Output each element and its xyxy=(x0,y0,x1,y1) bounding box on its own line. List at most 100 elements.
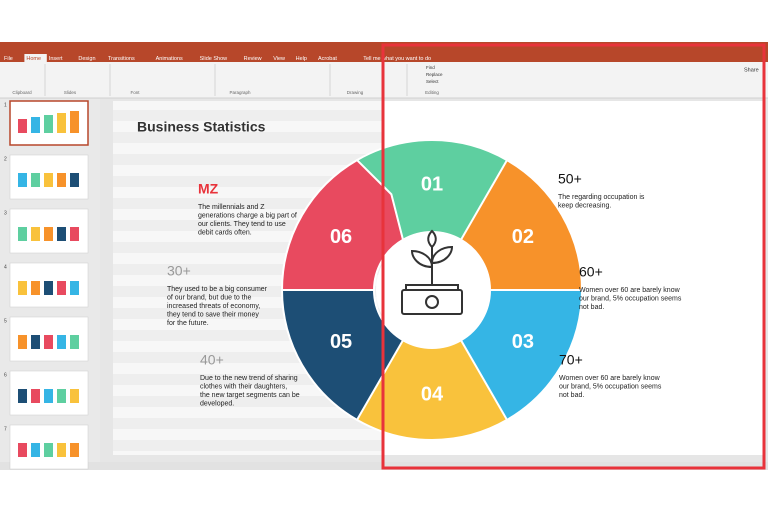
stat-description: our brand, 5% occupation seems xyxy=(559,383,662,390)
thumbnail-graphic xyxy=(70,227,79,241)
thumbnail-graphic xyxy=(70,281,79,295)
ribbon-tab[interactable]: File xyxy=(4,56,13,62)
thumbnail-graphic xyxy=(44,173,53,187)
ribbon-group-label: Slides xyxy=(64,90,77,95)
thumbnail-graphic xyxy=(18,119,27,133)
highlight-box xyxy=(381,43,766,470)
slide-number: 5 xyxy=(4,318,7,324)
stat-description: they tend to save their money xyxy=(167,311,259,318)
thumbnail-graphic xyxy=(57,173,66,187)
slide-number: 4 xyxy=(4,264,7,270)
thumbnail-graphic xyxy=(18,227,27,241)
thumbnail-graphic xyxy=(44,389,53,403)
stat-description: clothes with their daughters, xyxy=(200,383,287,390)
editing-command[interactable]: Replace xyxy=(426,72,443,77)
editing-command[interactable]: Select xyxy=(426,79,439,84)
ribbon-group-label: Font xyxy=(130,90,140,95)
stat-heading: MZ xyxy=(198,181,219,197)
thumbnail-graphic xyxy=(44,443,53,457)
thumbnail-graphic xyxy=(70,443,79,457)
stat-description: not bad. xyxy=(559,392,584,399)
thumbnail-graphic xyxy=(18,335,27,349)
ribbon-group-label: Clipboard xyxy=(12,90,32,95)
stat-heading: 70+ xyxy=(559,352,583,368)
stat-description: keep decreasing. xyxy=(558,202,611,209)
stat-description: not bad. xyxy=(579,304,604,311)
thumbnail-graphic xyxy=(31,173,40,187)
stat-description: the new target segments can be xyxy=(200,392,300,399)
stat-description: The millennials and Z xyxy=(198,204,265,211)
ribbon-group-label: Paragraph xyxy=(229,90,251,95)
thumbnail-graphic xyxy=(18,389,27,403)
thumbnail-graphic xyxy=(70,335,79,349)
slide-number: 7 xyxy=(4,426,7,432)
thumbnail-graphic xyxy=(18,173,27,187)
stat-description: developed. xyxy=(200,400,234,407)
tell-me-box[interactable]: Tell me what you want to do xyxy=(363,56,431,62)
thumbnail-graphic xyxy=(70,111,79,133)
slide-title: Business Statistics xyxy=(137,119,266,135)
thumbnail-graphic xyxy=(31,389,40,403)
stat-description: Women over 60 are barely know xyxy=(579,287,681,294)
stat-description: Women over 60 are barely know xyxy=(559,375,661,382)
stat-heading: 60+ xyxy=(579,264,603,280)
stat-description: They used to be a big consumer xyxy=(167,286,268,293)
thumbnail-graphic xyxy=(57,281,66,295)
stat-heading: 30+ xyxy=(167,263,191,279)
stat-description: Due to the new trend of sharing xyxy=(200,375,298,382)
thumbnail-graphic xyxy=(31,227,40,241)
ring-segment xyxy=(280,276,405,422)
stat-description: The regarding occupation is xyxy=(558,194,645,201)
segment-number: 02 xyxy=(512,226,534,248)
ribbon-tab[interactable]: View xyxy=(273,56,285,62)
slide-number: 3 xyxy=(4,210,7,216)
ribbon-tab[interactable]: Insert xyxy=(49,56,63,62)
ring-chart: 01 02 03 04 05 06 xyxy=(280,139,584,441)
ring-segment xyxy=(355,338,509,441)
ribbon-tab[interactable]: Review xyxy=(244,56,262,62)
segment-number: 04 xyxy=(421,383,444,405)
thumbnail-graphic xyxy=(44,335,53,349)
thumbnail-graphic xyxy=(57,443,66,457)
thumbnail-graphic xyxy=(31,117,40,133)
thumbnail-graphic xyxy=(31,281,40,295)
active-tab xyxy=(24,54,47,63)
segment-number: 06 xyxy=(330,226,352,248)
thumbnail-graphic xyxy=(70,389,79,403)
segment-number: 05 xyxy=(330,331,352,353)
slide-number: 6 xyxy=(4,372,7,378)
slide-number: 2 xyxy=(4,156,7,162)
segment-number: 03 xyxy=(512,331,534,353)
ribbon-tab[interactable]: Home xyxy=(26,56,41,62)
thumbnail-graphic xyxy=(57,113,66,133)
stat-description: for the future. xyxy=(167,320,209,327)
thumbnails: 1 2 3 4 5 6 7 xyxy=(4,100,89,470)
ribbon-tab[interactable]: Animations xyxy=(156,56,183,62)
stat-description: our brand, 5% occupation seems xyxy=(579,295,682,302)
ribbon-tab[interactable]: Transitions xyxy=(108,56,135,62)
stat-description: debit cards often. xyxy=(198,229,252,236)
thumbnail-graphic xyxy=(18,443,27,457)
stat-heading: 50+ xyxy=(558,171,582,187)
ribbon-tab[interactable]: Acrobat xyxy=(318,56,337,62)
stat-description: generations charge a big part of xyxy=(198,212,297,219)
ribbon-tab[interactable]: Design xyxy=(78,56,95,62)
ribbon-content: File Home Insert Design Transitions Animation… xyxy=(4,54,759,96)
stat-heading: 40+ xyxy=(200,352,224,368)
stat-description: of our brand, but due to the xyxy=(167,294,252,301)
segment-number: 01 xyxy=(421,173,443,195)
thumbnail-graphic xyxy=(31,443,40,457)
ring-segment xyxy=(280,158,405,291)
ribbon-group-label: Editing xyxy=(425,90,439,95)
share-button[interactable]: Share xyxy=(744,67,759,73)
editing-command[interactable]: Find xyxy=(426,65,435,70)
ribbon-group-label: Drawing xyxy=(347,90,364,95)
ribbon-tab[interactable]: Slide Show xyxy=(200,56,228,62)
ribbon-tab[interactable]: Help xyxy=(296,56,307,62)
thumbnail-graphic xyxy=(44,115,53,133)
ring-segment xyxy=(459,158,584,304)
thumbnail-graphic xyxy=(70,173,79,187)
thumbnail-graphic xyxy=(18,281,27,295)
